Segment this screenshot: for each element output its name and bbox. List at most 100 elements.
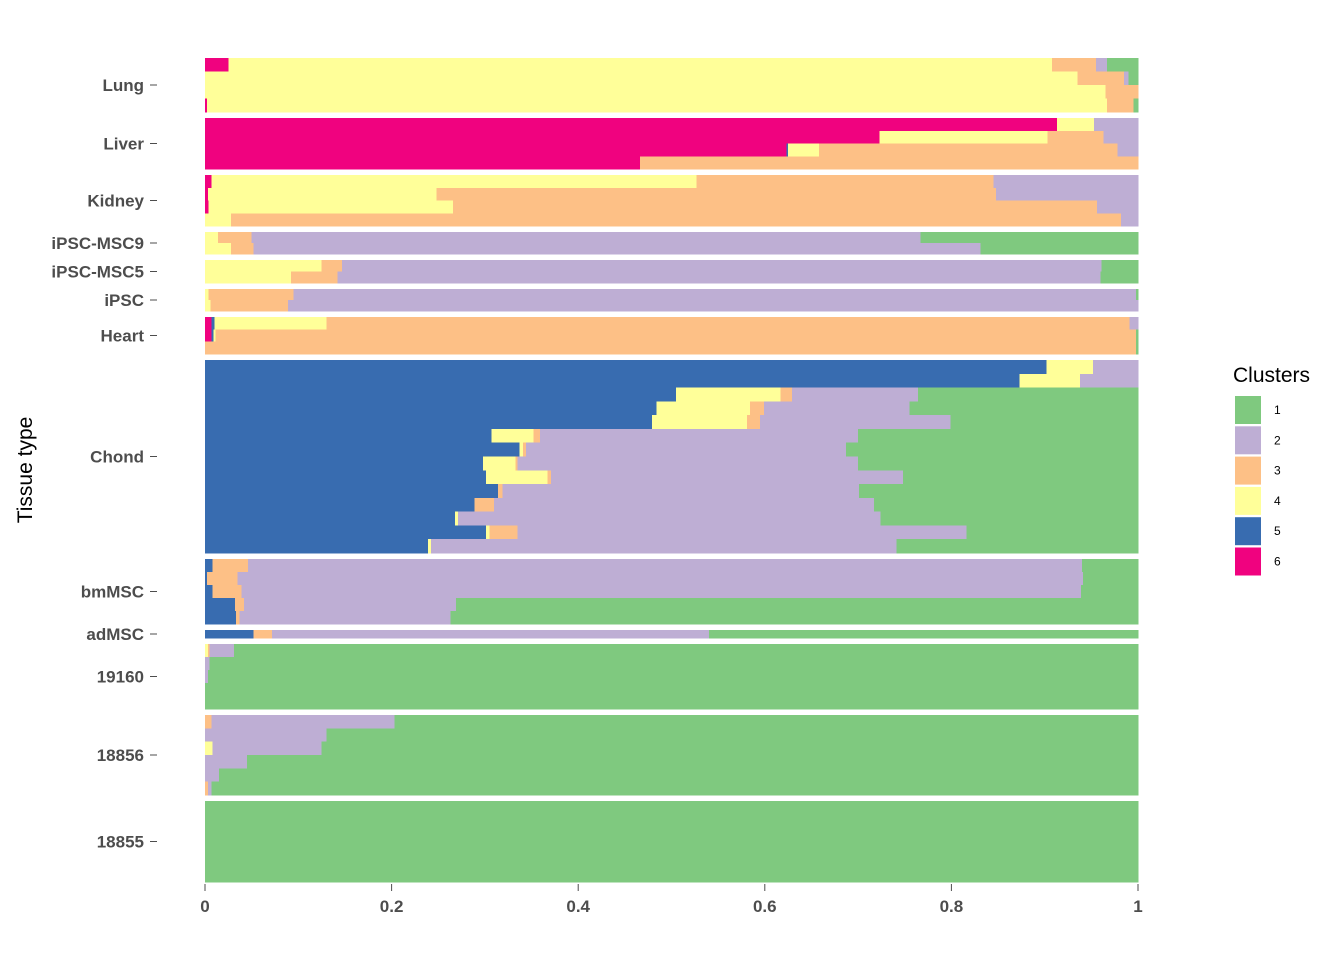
bar-segment bbox=[205, 781, 209, 796]
bar-segment bbox=[205, 341, 1137, 355]
bar-segment bbox=[205, 71, 1078, 86]
bar-segment bbox=[1093, 360, 1139, 375]
bar-segment bbox=[205, 243, 232, 255]
bar-segment bbox=[241, 585, 1082, 599]
bar-segment bbox=[205, 289, 210, 301]
legend-label: 5 bbox=[1274, 524, 1281, 538]
bar-segment bbox=[763, 401, 910, 416]
bar-segment bbox=[880, 511, 1139, 526]
bar-segment bbox=[207, 670, 1139, 684]
bar-segment bbox=[491, 428, 534, 444]
y-tick-label: Lung bbox=[102, 76, 144, 95]
bar-segment bbox=[205, 630, 254, 639]
bar-segment bbox=[485, 525, 490, 540]
bar-segment bbox=[206, 572, 239, 586]
bar-segment bbox=[234, 598, 245, 612]
bar-segment bbox=[205, 401, 657, 416]
bar-segment bbox=[909, 401, 1139, 416]
bar-segment bbox=[489, 525, 518, 540]
bar-segment bbox=[205, 118, 1058, 132]
bar-segment bbox=[209, 657, 1139, 671]
bar-segment bbox=[218, 232, 253, 244]
legend-label: 3 bbox=[1274, 464, 1281, 478]
bar-segment bbox=[760, 415, 951, 430]
bar-segment bbox=[205, 715, 212, 729]
x-tick-label: 0.2 bbox=[380, 897, 404, 916]
y-tick-label: iPSC-MSC9 bbox=[51, 234, 144, 253]
bar-segment bbox=[205, 585, 213, 599]
bar-segment bbox=[996, 187, 1139, 201]
bar-segment bbox=[205, 213, 232, 227]
bar-segment bbox=[639, 156, 1139, 170]
x-tick-label: 0.6 bbox=[753, 897, 777, 916]
bar-segment bbox=[205, 801, 1139, 883]
bar-segment bbox=[342, 260, 1103, 272]
legend-swatch bbox=[1235, 486, 1261, 515]
bar-segment bbox=[212, 585, 242, 599]
bar-segment bbox=[205, 755, 248, 769]
bars-layer bbox=[205, 58, 1139, 883]
bar-segment bbox=[1124, 71, 1130, 86]
bar-segment bbox=[205, 511, 456, 526]
bar-segment bbox=[247, 559, 1083, 573]
bar-segment bbox=[205, 200, 210, 214]
bar-segment bbox=[211, 781, 1139, 796]
bar-segment bbox=[1107, 98, 1134, 113]
bar-segment bbox=[253, 630, 273, 639]
bar-segment bbox=[1117, 143, 1139, 157]
bar-segment bbox=[517, 525, 967, 540]
bar-segment bbox=[539, 428, 859, 444]
bar-segment bbox=[879, 130, 1048, 144]
legend-label: 2 bbox=[1274, 433, 1281, 447]
bar-segment bbox=[427, 539, 432, 554]
bar-segment bbox=[237, 572, 1084, 586]
bar-segment bbox=[993, 175, 1139, 189]
bar-segment bbox=[219, 768, 1139, 783]
bar-segment bbox=[209, 644, 235, 658]
bar-segment bbox=[205, 470, 487, 485]
bar-segment bbox=[205, 300, 211, 312]
bar-segment bbox=[436, 187, 997, 201]
bar-segment bbox=[205, 373, 1020, 388]
bar-segment bbox=[205, 525, 487, 540]
legend-label: 4 bbox=[1274, 494, 1281, 508]
legend-swatch bbox=[1235, 517, 1261, 546]
bar-segment bbox=[980, 243, 1139, 255]
x-tick-label: 0 bbox=[200, 897, 209, 916]
x-tick-label: 1 bbox=[1133, 897, 1142, 916]
bar-segment bbox=[1096, 200, 1139, 214]
bar-segment bbox=[205, 387, 677, 402]
bar-segment bbox=[845, 442, 1139, 457]
bar-segment bbox=[321, 741, 1139, 756]
bar-segment bbox=[450, 611, 1139, 625]
bar-segment bbox=[950, 415, 1139, 430]
bar-segment bbox=[337, 271, 1102, 284]
bar-segment bbox=[205, 572, 208, 586]
bar-segment bbox=[917, 387, 1139, 402]
y-tick-label: adMSC bbox=[86, 625, 144, 644]
bar-segment bbox=[1019, 373, 1081, 388]
y-tick-label: Liver bbox=[103, 135, 144, 154]
y-axis-title: Tissue type bbox=[14, 417, 37, 524]
bar-segment bbox=[211, 175, 698, 189]
bar-segment bbox=[455, 598, 1139, 612]
legend-swatch bbox=[1235, 396, 1261, 424]
bar-segment bbox=[858, 428, 1139, 444]
bar-segment bbox=[207, 644, 211, 658]
y-tick-label: iPSC bbox=[104, 291, 144, 310]
bar-segment bbox=[547, 470, 552, 485]
bar-segment bbox=[244, 598, 457, 612]
bar-segment bbox=[326, 728, 1139, 743]
bar-segment bbox=[205, 143, 787, 157]
bar-segment bbox=[394, 715, 1139, 729]
bar-segment bbox=[205, 329, 212, 343]
bar-segment bbox=[321, 260, 343, 272]
bar-segment bbox=[205, 271, 292, 284]
bar-segment bbox=[749, 401, 765, 416]
bar-segment bbox=[1121, 213, 1139, 227]
bar-segment bbox=[205, 484, 499, 499]
bar-segment bbox=[205, 657, 211, 671]
y-tick-label: 18856 bbox=[97, 746, 144, 765]
bar-segment bbox=[239, 611, 451, 625]
legend-swatch bbox=[1235, 426, 1261, 455]
